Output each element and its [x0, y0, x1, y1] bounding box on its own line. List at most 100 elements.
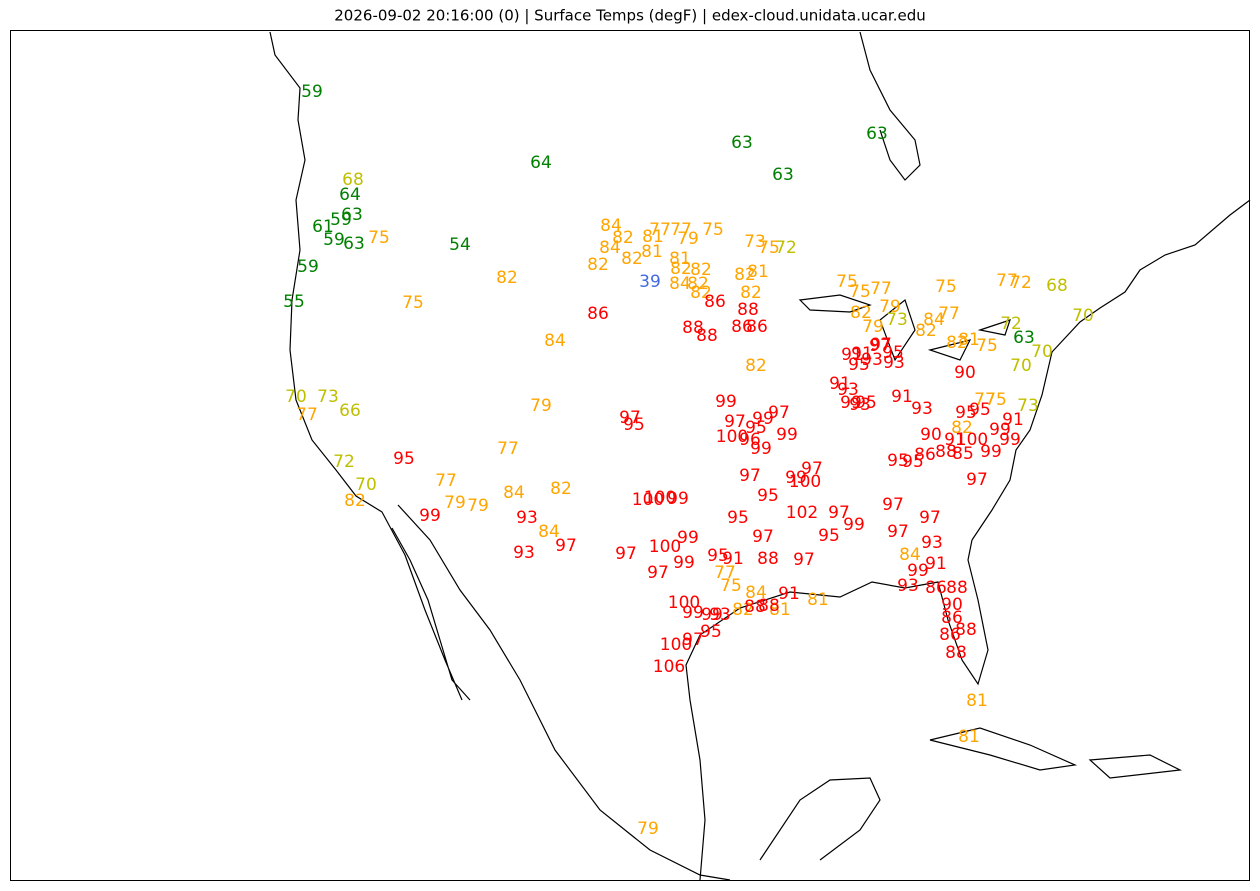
station-temp: 81: [641, 242, 663, 262]
station-temp: 75: [758, 238, 780, 258]
station-temp: 100: [644, 488, 676, 508]
station-temp: 97: [887, 522, 909, 542]
station-temp: 82: [587, 255, 609, 275]
station-temp: 82: [850, 303, 872, 323]
station-temp: 63: [772, 165, 794, 185]
station-temp: 77: [649, 220, 671, 240]
station-temp: 75: [849, 282, 871, 302]
station-temp: 93: [861, 350, 883, 370]
station-temp: 86: [941, 608, 963, 628]
station-temp: 93: [513, 543, 535, 563]
station-temp: 95: [707, 546, 729, 566]
station-temp: 93: [911, 399, 933, 419]
station-temp: 68: [342, 170, 364, 190]
hudson-bay: [859, 31, 921, 181]
station-temp: 95: [882, 343, 904, 363]
station-temp: 99: [776, 425, 798, 445]
station-temp: 88: [946, 578, 968, 598]
station-temp: 95: [848, 355, 870, 375]
station-temp: 97: [801, 459, 823, 479]
station-temp: 86: [587, 304, 609, 324]
station-temp: 100: [649, 537, 681, 557]
station-temp: 79: [677, 229, 699, 249]
station-temp: 93: [837, 380, 859, 400]
station-temp: 99: [752, 409, 774, 429]
station-temp: 95: [818, 526, 840, 546]
station-temp: 84: [923, 310, 945, 330]
west-coast: [269, 31, 731, 881]
station-temp: 84: [669, 274, 691, 294]
station-temp: 59: [297, 257, 319, 277]
station-temp: 84: [899, 545, 921, 565]
station-temp: 81: [966, 691, 988, 711]
station-temp: 97: [768, 403, 790, 423]
station-temp: 70: [285, 387, 307, 407]
station-temp: 97: [966, 470, 988, 490]
station-temp: 81: [807, 590, 829, 610]
station-temp: 75: [985, 390, 1007, 410]
station-temp: 59: [330, 210, 352, 230]
station-temp: 77: [938, 304, 960, 324]
station-temp: 99: [999, 430, 1021, 450]
station-temp: 70: [1031, 342, 1053, 362]
station-temp: 88: [945, 643, 967, 663]
station-temp: 82: [915, 321, 937, 341]
station-temp: 88: [682, 318, 704, 338]
station-temp: 81: [642, 227, 664, 247]
station-temp: 82: [740, 283, 762, 303]
station-temp: 90: [920, 425, 942, 445]
station-temp: 95: [757, 486, 779, 506]
station-temp: 99: [907, 561, 929, 581]
station-temp: 82: [745, 356, 767, 376]
station-temp: 79: [467, 496, 489, 516]
station-temp: 95: [887, 451, 909, 471]
station-temp: 86: [704, 292, 726, 312]
station-temp: 97: [555, 536, 577, 556]
station-temp: 102: [786, 503, 818, 523]
great-lakes: [798, 294, 1011, 362]
station-temp: 97: [724, 412, 746, 432]
station-temp: 81: [958, 330, 980, 350]
station-temp: 70: [355, 475, 377, 495]
station-temp: 99: [785, 468, 807, 488]
station-temp: 77: [497, 439, 519, 459]
station-temp: 99: [673, 553, 695, 573]
station-temp: 93: [883, 353, 905, 373]
station-temp: 73: [317, 387, 339, 407]
station-temp: 97: [919, 508, 941, 528]
station-temp: 97: [647, 563, 669, 583]
station-temp: 68: [1046, 276, 1068, 296]
station-temp: 75: [935, 277, 957, 297]
station-temp: 88: [744, 597, 766, 617]
station-temp: 91: [722, 549, 744, 569]
station-temp: 100: [789, 472, 821, 492]
station-temp: 82: [344, 491, 366, 511]
station-temp: 82: [496, 268, 518, 288]
station-temp: 95: [700, 622, 722, 642]
station-temp: 97: [793, 550, 815, 570]
station-temp: 79: [637, 819, 659, 839]
station-temp: 100: [660, 635, 692, 655]
station-temp: 93: [897, 576, 919, 596]
station-temp: 79: [444, 493, 466, 513]
station-labels: 5964636159596359556454636363636873667072…: [283, 82, 1094, 839]
station-temp: 75: [976, 336, 998, 356]
station-temp: 97: [615, 544, 637, 564]
station-temp: 79: [862, 317, 884, 337]
station-temp: 96: [739, 430, 761, 450]
station-temp: 100: [668, 593, 700, 613]
station-temp: 86: [731, 317, 753, 337]
station-temp: 84: [544, 331, 566, 351]
station-temp: 97: [752, 527, 774, 547]
station-temp: 75: [836, 272, 858, 292]
east-coast: [971, 199, 1251, 541]
station-temp: 95: [902, 452, 924, 472]
station-temp: 88: [696, 326, 718, 346]
station-temp: 82: [946, 333, 968, 353]
station-temp: 84: [503, 483, 525, 503]
station-temp: 100: [632, 490, 664, 510]
station-temp: 99: [980, 442, 1002, 462]
station-temp: 82: [550, 479, 572, 499]
station-temp: 72: [1000, 314, 1022, 334]
